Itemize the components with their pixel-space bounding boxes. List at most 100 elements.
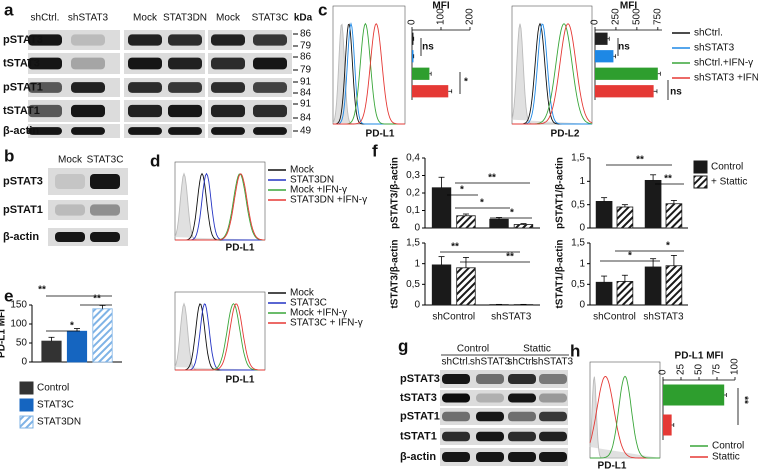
blot-band xyxy=(128,127,162,135)
x-tick-label: shSTAT3 xyxy=(491,312,532,323)
bar xyxy=(412,67,430,80)
blot-band xyxy=(90,173,120,190)
marker-label: 91 xyxy=(300,77,312,88)
legend-swatch xyxy=(19,415,34,429)
y-tick-label: 0 xyxy=(414,223,420,234)
chart-title: PD-L1 MFI xyxy=(675,351,724,362)
y-tick-label: 150 xyxy=(10,300,27,311)
y-tick-label: 1,5 xyxy=(406,238,420,249)
legend-label: STAT3DN xyxy=(37,417,81,428)
y-tick-label: 0,5 xyxy=(571,199,585,210)
blot-band xyxy=(55,173,85,190)
bar xyxy=(644,179,662,229)
bar xyxy=(92,308,113,363)
significance-label: * xyxy=(460,185,464,196)
lane-label: shSTAT3 xyxy=(533,357,574,368)
legend-swatch xyxy=(19,381,34,395)
marker-label: 91 xyxy=(300,99,312,110)
x-tick-label: 0 xyxy=(590,19,601,25)
bar xyxy=(663,414,672,436)
bar xyxy=(595,50,614,63)
blot-band xyxy=(168,127,202,135)
row-label: pSTAT1 xyxy=(3,81,43,93)
error-bar xyxy=(99,304,106,309)
lane-label: shSTAT3 xyxy=(470,357,511,368)
blot-band xyxy=(90,204,120,216)
x-tick-label: 250 xyxy=(611,8,622,25)
blot-band xyxy=(442,431,470,442)
legend-label: Control xyxy=(37,383,69,394)
panel-letter: d xyxy=(150,151,160,170)
legend-label: Mock +IFN-γ xyxy=(290,308,347,319)
y-axis-label: pSTAT3/β-actin xyxy=(390,157,401,229)
error-bar xyxy=(670,254,677,266)
lane-label: Mock xyxy=(216,13,241,24)
blot-band xyxy=(28,104,62,118)
error-bar xyxy=(621,204,628,207)
lane-label: Mock xyxy=(58,155,83,166)
significance-label: ** xyxy=(636,155,644,166)
histogram-curve xyxy=(174,302,265,371)
legend-label: Mock xyxy=(290,165,315,176)
lane-label: Mock xyxy=(133,13,158,24)
marker-label: 79 xyxy=(300,65,312,76)
blot-band xyxy=(539,393,567,403)
blot-band xyxy=(539,431,567,442)
significance-label: * xyxy=(628,251,632,262)
error-bar xyxy=(448,89,453,94)
significance-label: ** xyxy=(506,252,514,263)
error-bar xyxy=(607,36,610,41)
row-label: pSTAT3 xyxy=(400,373,440,385)
y-tick-label: 1 xyxy=(579,176,585,187)
row-label: β-actin xyxy=(3,125,39,137)
bar xyxy=(412,85,449,98)
blot-band xyxy=(211,34,245,46)
blot-band xyxy=(442,451,470,463)
bar xyxy=(41,340,62,363)
blot-band xyxy=(168,34,202,46)
y-tick-label: 1 xyxy=(579,258,585,269)
error-bar xyxy=(601,275,608,283)
blot-band xyxy=(128,82,162,93)
histogram-curve xyxy=(174,172,265,241)
row-label: β-actin xyxy=(400,451,436,463)
y-tick-label: 0 xyxy=(21,357,27,368)
significance-label: ns xyxy=(618,42,630,53)
x-axis-label: PD-L2 xyxy=(551,129,580,140)
blot-band xyxy=(508,431,536,442)
bar xyxy=(456,215,476,229)
legend-label: STAT3DN xyxy=(290,175,334,186)
histogram-curve xyxy=(333,22,405,125)
blot-band xyxy=(476,431,504,442)
row-label: pSTAT3 xyxy=(3,34,43,46)
y-tick-label: 0,4 xyxy=(406,153,420,164)
blot-band xyxy=(71,104,105,118)
blot-band xyxy=(71,82,105,93)
bar xyxy=(66,330,88,363)
y-tick-label: 0,2 xyxy=(406,188,420,199)
legend-label: Control xyxy=(711,162,743,173)
y-tick-label: 0 xyxy=(579,223,585,234)
y-tick-label: 1,5 xyxy=(571,153,585,164)
row-label: tSTAT3 xyxy=(3,57,40,69)
row-label: pSTAT3 xyxy=(3,175,43,187)
blot-band xyxy=(253,127,287,135)
blot-band xyxy=(168,57,202,70)
blot-band xyxy=(28,127,62,135)
row-label: pSTAT1 xyxy=(3,204,43,216)
blot-band xyxy=(168,104,202,118)
lane-label: STAT3C xyxy=(87,155,124,166)
lane-label: STAT3C xyxy=(252,13,289,24)
bar xyxy=(595,200,613,229)
marker-label: 84 xyxy=(300,88,312,99)
bar xyxy=(665,203,683,229)
row-label: pSTAT1 xyxy=(400,410,440,422)
x-axis-label: PD-L1 xyxy=(598,461,627,472)
marker-label: 49 xyxy=(300,126,312,137)
bar xyxy=(616,206,634,229)
x-tick-label: 750 xyxy=(652,8,663,25)
y-tick-label: 0,5 xyxy=(406,279,420,290)
y-axis-label: tSTAT3/β-actin xyxy=(390,239,401,308)
panel-letter: e xyxy=(4,286,13,305)
